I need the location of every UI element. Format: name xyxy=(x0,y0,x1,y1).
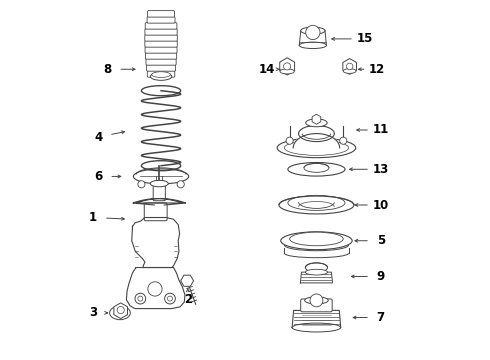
Ellipse shape xyxy=(288,162,345,176)
Polygon shape xyxy=(292,310,341,328)
Text: 7: 7 xyxy=(377,311,385,324)
Circle shape xyxy=(135,293,146,304)
Text: 15: 15 xyxy=(357,32,373,45)
FancyBboxPatch shape xyxy=(146,53,177,59)
Ellipse shape xyxy=(304,163,329,172)
Ellipse shape xyxy=(299,42,326,49)
Polygon shape xyxy=(299,30,326,45)
Text: 13: 13 xyxy=(372,163,389,176)
Ellipse shape xyxy=(150,72,172,80)
Text: 12: 12 xyxy=(369,63,385,76)
Text: 11: 11 xyxy=(372,123,389,136)
Text: 4: 4 xyxy=(95,131,103,144)
Polygon shape xyxy=(126,267,185,309)
Ellipse shape xyxy=(279,196,354,214)
Text: 5: 5 xyxy=(377,234,385,247)
Ellipse shape xyxy=(284,140,348,156)
Ellipse shape xyxy=(298,126,334,141)
Polygon shape xyxy=(133,199,186,205)
Circle shape xyxy=(310,294,323,307)
Text: 3: 3 xyxy=(89,306,97,319)
Ellipse shape xyxy=(150,180,168,187)
FancyBboxPatch shape xyxy=(145,35,177,41)
Text: 1: 1 xyxy=(89,211,97,224)
Ellipse shape xyxy=(281,232,352,249)
Circle shape xyxy=(177,181,184,188)
Ellipse shape xyxy=(305,263,327,272)
Ellipse shape xyxy=(301,27,325,34)
Circle shape xyxy=(168,296,172,301)
Ellipse shape xyxy=(288,195,345,210)
Text: 14: 14 xyxy=(258,63,274,76)
Circle shape xyxy=(138,296,143,301)
FancyBboxPatch shape xyxy=(153,183,165,201)
FancyBboxPatch shape xyxy=(147,65,175,71)
Polygon shape xyxy=(300,272,333,283)
FancyBboxPatch shape xyxy=(145,47,177,53)
Text: 6: 6 xyxy=(95,170,103,183)
Circle shape xyxy=(284,63,291,70)
FancyBboxPatch shape xyxy=(147,17,175,23)
Circle shape xyxy=(340,137,347,144)
FancyBboxPatch shape xyxy=(147,71,175,77)
Ellipse shape xyxy=(277,138,356,158)
Ellipse shape xyxy=(133,169,189,184)
Ellipse shape xyxy=(280,69,294,74)
Circle shape xyxy=(286,137,293,144)
Text: 9: 9 xyxy=(377,270,385,283)
Circle shape xyxy=(346,63,353,69)
FancyBboxPatch shape xyxy=(144,203,167,221)
Ellipse shape xyxy=(305,297,328,304)
FancyBboxPatch shape xyxy=(146,59,176,65)
Circle shape xyxy=(165,293,175,304)
FancyBboxPatch shape xyxy=(145,29,177,35)
Polygon shape xyxy=(132,217,180,267)
FancyBboxPatch shape xyxy=(145,23,177,29)
FancyBboxPatch shape xyxy=(147,11,174,17)
Circle shape xyxy=(306,25,320,40)
Circle shape xyxy=(138,181,145,188)
Polygon shape xyxy=(293,134,340,148)
Circle shape xyxy=(117,306,124,314)
Text: 10: 10 xyxy=(372,198,389,212)
Text: 2: 2 xyxy=(184,293,192,306)
Ellipse shape xyxy=(152,72,171,77)
FancyBboxPatch shape xyxy=(145,41,177,47)
Ellipse shape xyxy=(290,232,343,246)
Ellipse shape xyxy=(343,69,356,73)
Ellipse shape xyxy=(305,269,327,275)
FancyBboxPatch shape xyxy=(301,299,332,312)
Ellipse shape xyxy=(292,323,341,332)
Text: 8: 8 xyxy=(103,63,112,76)
Ellipse shape xyxy=(110,306,130,320)
Circle shape xyxy=(148,282,162,296)
Ellipse shape xyxy=(306,119,327,127)
